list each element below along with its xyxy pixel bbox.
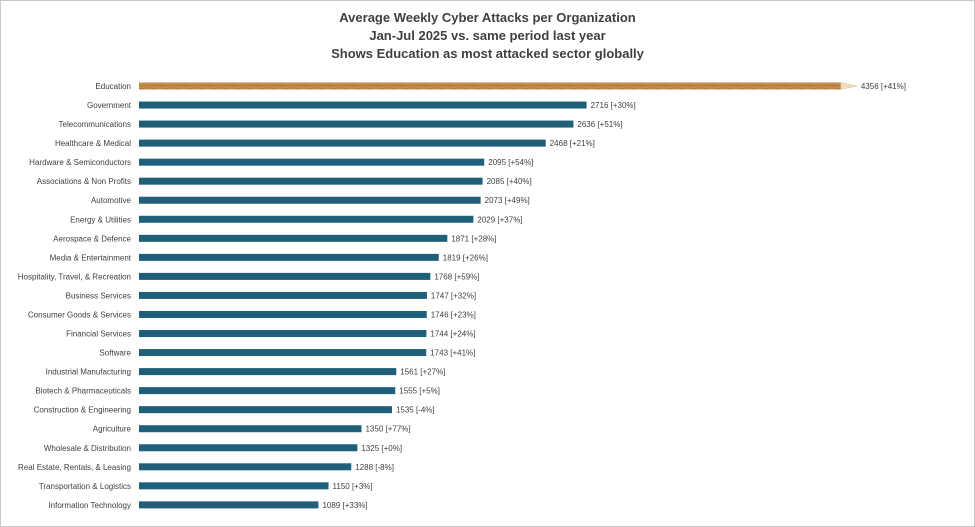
data-label: 1744 [+24%] (430, 330, 475, 339)
category-label: Business Services (66, 291, 131, 300)
category-label: Software (99, 349, 131, 358)
data-label: 1150 [+3%] (333, 482, 373, 491)
data-label: 2085 [+40%] (487, 177, 532, 186)
bar (139, 234, 448, 242)
data-label: 1747 [+32%] (431, 291, 476, 300)
bar (139, 444, 358, 452)
category-label: Real Estate, Rentals, & Leasing (18, 463, 131, 472)
bar (139, 120, 574, 128)
category-label: Hardware & Semiconductors (29, 158, 131, 167)
bar (139, 406, 392, 414)
bar (139, 158, 485, 166)
bar (139, 330, 427, 338)
bar (139, 177, 483, 185)
data-label: 1746 [+23%] (431, 310, 476, 319)
bar (139, 482, 329, 490)
bar (139, 425, 362, 433)
category-label: Education (95, 82, 131, 91)
bar (139, 215, 474, 223)
bar (139, 501, 319, 509)
data-label: 2636 [+51%] (577, 120, 622, 129)
category-label: Agriculture (93, 425, 132, 434)
data-label: 1325 [+0%] (361, 444, 402, 453)
data-label: 2073 [+49%] (485, 196, 530, 205)
category-label: Telecommunications (59, 120, 131, 129)
data-label: 1871 [+28%] (451, 234, 496, 243)
category-label: Hospitality, Travel, & Recreation (18, 272, 131, 281)
chart-subtitle-line-1: Jan-Jul 2025 vs. same period last year (369, 28, 606, 43)
data-label: 1743 [+41%] (430, 349, 475, 358)
data-label: 1089 [+33%] (322, 501, 367, 510)
category-label: Media & Entertainment (50, 253, 132, 262)
category-label: Financial Services (66, 330, 131, 339)
category-label: Aerospace & Defence (53, 234, 131, 243)
chart-title-block: Average Weekly Cyber Attacks per Organiz… (0, 9, 975, 63)
data-label: 2029 [+37%] (477, 215, 522, 224)
bar-education-pencil-tip (840, 82, 857, 90)
chart-subtitle-line-2: Shows Education as most attacked sector … (331, 46, 644, 61)
category-label: Consumer Goods & Services (28, 310, 131, 319)
bar (139, 349, 427, 357)
chart-title: Average Weekly Cyber Attacks per Organiz… (339, 10, 636, 25)
data-label: 1288 [-8%] (355, 463, 394, 472)
data-label: 2716 [+30%] (591, 101, 636, 110)
category-label: Biotech & Pharmaceuticals (35, 387, 131, 396)
bar (139, 139, 546, 147)
category-label: Government (87, 101, 132, 110)
bar (139, 272, 431, 280)
data-label: 1535 [-4%] (396, 406, 435, 415)
bar (139, 196, 481, 204)
bar (139, 387, 396, 395)
bar (139, 368, 397, 376)
bar (139, 101, 587, 109)
bar (139, 253, 439, 261)
category-label: Construction & Engineering (34, 406, 131, 415)
data-label: 2468 [+21%] (550, 139, 595, 148)
bar-education-pencil-body (139, 82, 841, 90)
data-label: 1350 [+77%] (365, 425, 410, 434)
data-label: 1555 [+5%] (399, 387, 440, 396)
data-label: 1768 [+59%] (434, 272, 479, 281)
category-label: Energy & Utilities (70, 215, 131, 224)
category-label: Automotive (91, 196, 132, 205)
data-label: 2095 [+54%] (488, 158, 533, 167)
bar (139, 463, 352, 471)
data-label: 1561 [+27%] (400, 368, 445, 377)
bar (139, 291, 427, 299)
category-label: Industrial Manufacturing (46, 368, 131, 377)
category-label: Wholesale & Distribution (44, 444, 131, 453)
data-label: 4356 [+41%] (861, 82, 906, 91)
category-label: Transportation & Logistics (39, 482, 131, 491)
category-label: Healthcare & Medical (55, 139, 131, 148)
bar (139, 310, 427, 318)
category-label: Associations & Non Profits (37, 177, 131, 186)
category-label: Information Technology (48, 501, 131, 510)
data-label: 1819 [+26%] (443, 253, 488, 262)
